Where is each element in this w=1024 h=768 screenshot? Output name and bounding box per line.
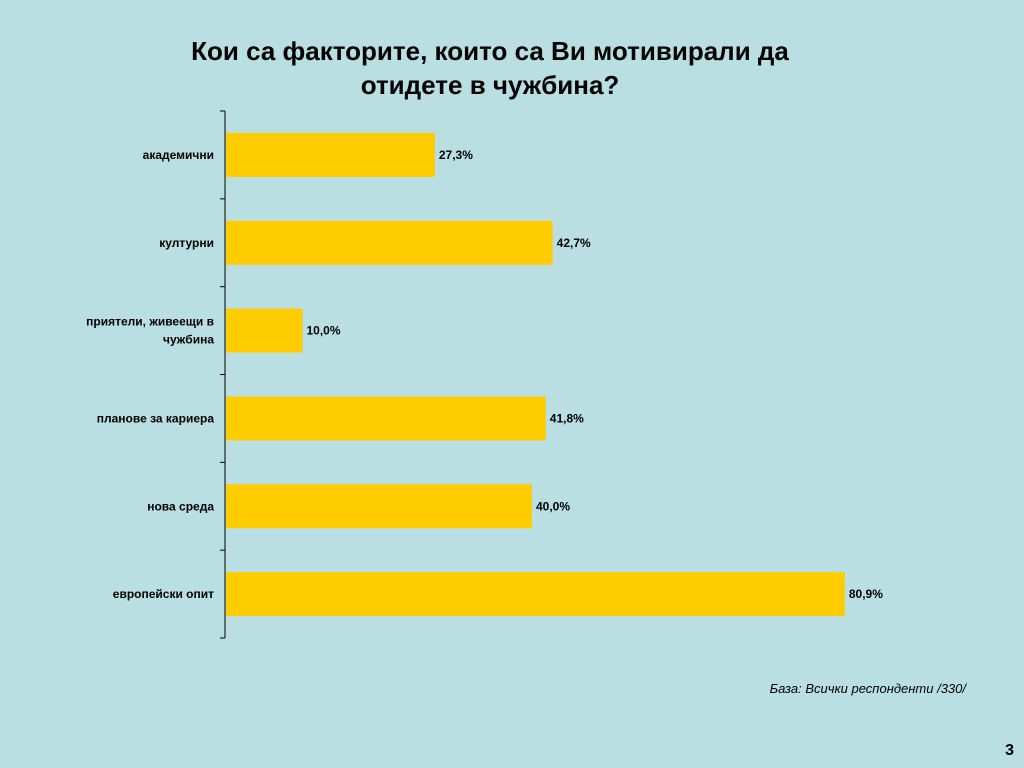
bar-5 bbox=[226, 484, 532, 529]
bar-2 bbox=[226, 220, 553, 265]
category-label: приятели, живеещи в чужбина bbox=[86, 315, 214, 347]
category-label-line: нова среда bbox=[147, 499, 214, 513]
category-label-line: приятели, живеещи в bbox=[86, 315, 214, 329]
bar-3 bbox=[226, 308, 303, 353]
slide-title-line-2: отидете в чужбина? bbox=[360, 70, 620, 100]
category-label-line: културни bbox=[159, 236, 214, 250]
category-label-line: европейски опит bbox=[113, 587, 214, 601]
category-label: планове за кариера bbox=[97, 411, 215, 425]
category-label-line: академични bbox=[143, 148, 214, 162]
data-label: 27,3% bbox=[439, 148, 473, 162]
category-label-line: чужбина bbox=[163, 333, 214, 347]
data-label: 10,0% bbox=[307, 324, 341, 338]
data-label: 80,9% bbox=[849, 587, 883, 601]
slide-title-line-1: Кои са факторите, които са Ви мотивирали… bbox=[191, 36, 789, 66]
data-label: 40,0% bbox=[536, 499, 570, 513]
bar-6 bbox=[226, 572, 845, 617]
category-label: нова среда bbox=[147, 499, 214, 513]
page-number: 3 bbox=[1005, 742, 1014, 759]
category-label: културни bbox=[159, 236, 214, 250]
category-label: академични bbox=[143, 148, 214, 162]
base-footnote: База: Всички респонденти /330/ bbox=[769, 681, 966, 696]
bar-4 bbox=[226, 396, 546, 441]
data-label: 41,8% bbox=[550, 411, 584, 425]
bar-1 bbox=[226, 132, 435, 177]
category-label-line: планове за кариера bbox=[97, 411, 215, 425]
category-label: европейски опит bbox=[113, 587, 214, 601]
data-label: 42,7% bbox=[557, 236, 591, 250]
slide-title: Кои са факторите, които са Ви мотивирали… bbox=[110, 34, 870, 102]
